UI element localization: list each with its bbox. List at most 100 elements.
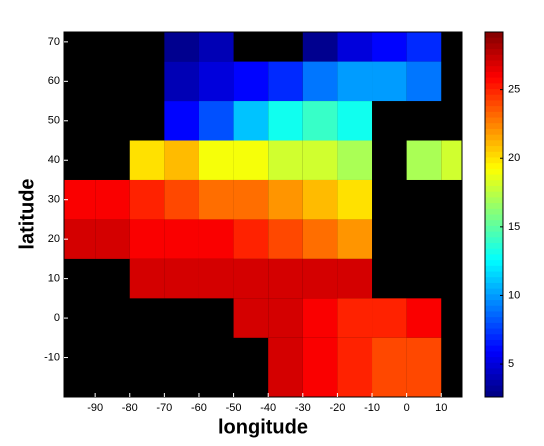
- y-tick-label: 20: [48, 233, 60, 245]
- colorbar-swatch: [485, 260, 503, 267]
- cell: [302, 219, 338, 259]
- cell: [302, 258, 338, 299]
- colorbar-swatch: [485, 311, 503, 318]
- cell: [164, 140, 199, 180]
- colorbar-swatch: [485, 385, 503, 392]
- cell: [268, 298, 303, 338]
- x-tick-label: -50: [226, 402, 242, 414]
- cell: [302, 140, 338, 180]
- cell: [233, 179, 269, 220]
- cell: [198, 32, 234, 62]
- colorbar-swatch: [485, 111, 503, 119]
- cell: [233, 219, 269, 259]
- cell: [198, 61, 234, 102]
- cell: [233, 140, 269, 180]
- colorbar-swatch: [485, 94, 503, 101]
- x-tick-label: -10: [364, 402, 380, 414]
- colorbar-swatch: [485, 282, 503, 290]
- colorbar-swatch: [485, 146, 503, 153]
- cell: [268, 140, 303, 180]
- y-tick-label: 30: [48, 194, 60, 206]
- cell: [164, 61, 199, 102]
- cell: [95, 219, 130, 259]
- colorbar-swatch: [485, 391, 503, 398]
- cell: [164, 219, 199, 259]
- cell: [406, 140, 442, 180]
- cell: [406, 298, 442, 338]
- cell: [268, 101, 303, 141]
- cell: [372, 61, 407, 102]
- colorbar-swatch: [485, 362, 503, 369]
- colorbar-swatch: [485, 66, 503, 73]
- colorbar-tick-label: 15: [508, 221, 520, 233]
- x-tick-label: 10: [435, 402, 447, 414]
- cell: [233, 258, 269, 299]
- colorbar-swatch: [485, 357, 503, 364]
- colorbar-swatch: [485, 43, 503, 50]
- colorbar-swatch: [485, 322, 503, 330]
- cell: [302, 101, 338, 141]
- colorbar-swatch: [485, 168, 503, 176]
- colorbar-swatch: [485, 191, 503, 198]
- cell: [95, 179, 130, 220]
- cell: [129, 140, 165, 180]
- cell: [164, 258, 199, 299]
- cell: [406, 32, 442, 62]
- cell: [164, 179, 199, 220]
- cell: [164, 101, 199, 141]
- x-tick-label: -40: [260, 402, 276, 414]
- cell: [441, 140, 462, 180]
- colorbar-swatch: [485, 37, 503, 44]
- x-tick-label: -30: [295, 402, 311, 414]
- colorbar-swatch: [485, 128, 503, 136]
- cell: [268, 61, 303, 102]
- cell: [268, 219, 303, 259]
- cell: [64, 179, 96, 220]
- colorbar-swatch: [485, 379, 503, 387]
- colorbar-swatch: [485, 77, 503, 84]
- colorbar-swatch: [485, 54, 503, 62]
- x-tick-label: -80: [122, 402, 138, 414]
- cell: [198, 101, 234, 141]
- colorbar-swatch: [485, 237, 503, 244]
- colorbar-swatch: [485, 180, 503, 187]
- cell: [337, 101, 373, 141]
- colorbar-swatch: [485, 339, 503, 347]
- colorbar-tick-label: 20: [508, 152, 520, 164]
- cell: [337, 298, 373, 338]
- cell: [164, 32, 199, 62]
- colorbar-swatch: [485, 254, 503, 261]
- x-tick-label: -60: [191, 402, 207, 414]
- cell: [337, 258, 373, 299]
- colorbar-swatch: [485, 243, 503, 250]
- cell: [337, 61, 373, 102]
- cell: [198, 219, 234, 259]
- colorbar-swatch: [485, 60, 503, 67]
- colorbar-tick-label: 10: [508, 289, 520, 301]
- colorbar-swatch: [485, 123, 503, 130]
- y-tick-label: 40: [48, 154, 60, 166]
- x-axis-label: longitude: [218, 416, 308, 438]
- x-tick-label: -20: [329, 402, 345, 414]
- cell: [198, 140, 234, 180]
- x-tick-label: -90: [87, 402, 103, 414]
- colorbar-swatch: [485, 157, 503, 164]
- colorbar-swatch: [485, 374, 503, 381]
- cell: [268, 258, 303, 299]
- colorbar-swatch: [485, 248, 503, 255]
- cell: [64, 219, 96, 259]
- colorbar-swatch: [485, 220, 503, 227]
- colorbar-swatch: [485, 334, 503, 341]
- cell: [302, 32, 338, 62]
- cell: [337, 219, 373, 259]
- colorbar-swatch: [485, 32, 503, 39]
- colorbar-swatch: [485, 203, 503, 210]
- cell: [406, 337, 442, 397]
- colorbar-swatch: [485, 100, 503, 107]
- colorbar-swatch: [485, 89, 503, 96]
- cell: [337, 140, 373, 180]
- y-tick-label: 70: [48, 36, 60, 48]
- y-tick-label: 0: [54, 312, 60, 324]
- cell: [372, 337, 407, 397]
- cell: [268, 337, 303, 397]
